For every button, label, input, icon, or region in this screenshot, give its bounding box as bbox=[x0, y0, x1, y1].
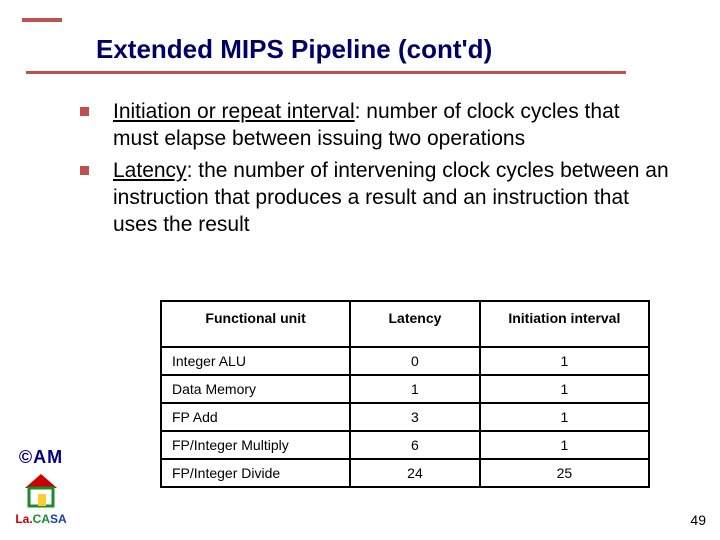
table-cell: 1 bbox=[480, 403, 649, 431]
table-cell: 1 bbox=[350, 375, 480, 403]
bullet-list: Initiation or repeat interval: number of… bbox=[80, 98, 670, 242]
logo-am-text: ©AM bbox=[10, 447, 72, 468]
logo-lacasa-text: La.CASA bbox=[10, 512, 72, 526]
logo-ca: CA bbox=[33, 512, 50, 526]
table-cell: FP Add bbox=[161, 403, 350, 431]
table-row: Integer ALU 0 1 bbox=[161, 347, 649, 375]
table-cell: 24 bbox=[350, 459, 480, 487]
table-cell: 6 bbox=[350, 431, 480, 459]
title-underline bbox=[26, 71, 626, 74]
bullet-text: Latency: the number of intervening clock… bbox=[113, 157, 670, 239]
table-cell: Integer ALU bbox=[161, 347, 350, 375]
table-cell: 1 bbox=[480, 375, 649, 403]
page-number: 49 bbox=[690, 512, 706, 528]
bullet-rest: : the number of intervening clock cycles… bbox=[113, 159, 669, 237]
table-cell: Data Memory bbox=[161, 375, 350, 403]
house-logo-icon bbox=[21, 472, 61, 510]
logo-sa: SA bbox=[50, 512, 67, 526]
table-cell: FP/Integer Divide bbox=[161, 459, 350, 487]
table-row: FP/Integer Divide 24 25 bbox=[161, 459, 649, 487]
bullet-text: Initiation or repeat interval: number of… bbox=[113, 98, 670, 153]
bullet-square-icon bbox=[80, 166, 89, 175]
table-row: FP/Integer Multiply 6 1 bbox=[161, 431, 649, 459]
accent-line bbox=[22, 18, 62, 22]
logo-la: La. bbox=[15, 512, 32, 526]
table-header: Functional unit bbox=[161, 301, 350, 347]
bullet-item: Initiation or repeat interval: number of… bbox=[80, 98, 670, 153]
table-body: Integer ALU 0 1 Data Memory 1 1 FP Add 3… bbox=[161, 347, 649, 487]
table-header: Latency bbox=[350, 301, 480, 347]
table-cell: 1 bbox=[480, 431, 649, 459]
table-header-row: Functional unit Latency Initiation inter… bbox=[161, 301, 649, 347]
bullet-underline: Initiation or repeat interval bbox=[113, 100, 355, 123]
table-row: Data Memory 1 1 bbox=[161, 375, 649, 403]
table-cell: 1 bbox=[480, 347, 649, 375]
title-area: Extended MIPS Pipeline (cont'd) bbox=[96, 34, 656, 74]
page-title: Extended MIPS Pipeline (cont'd) bbox=[96, 34, 656, 65]
functional-unit-table: Functional unit Latency Initiation inter… bbox=[160, 300, 650, 488]
table-row: FP Add 3 1 bbox=[161, 403, 649, 431]
table-header: Initiation interval bbox=[480, 301, 649, 347]
logo-area: ©AM La.CASA bbox=[10, 447, 72, 526]
table-cell: 3 bbox=[350, 403, 480, 431]
bullet-underline: Latency bbox=[113, 159, 187, 182]
bullet-item: Latency: the number of intervening clock… bbox=[80, 157, 670, 239]
table-cell: 25 bbox=[480, 459, 649, 487]
bullet-square-icon bbox=[80, 107, 89, 116]
table-cell: FP/Integer Multiply bbox=[161, 431, 350, 459]
table-cell: 0 bbox=[350, 347, 480, 375]
